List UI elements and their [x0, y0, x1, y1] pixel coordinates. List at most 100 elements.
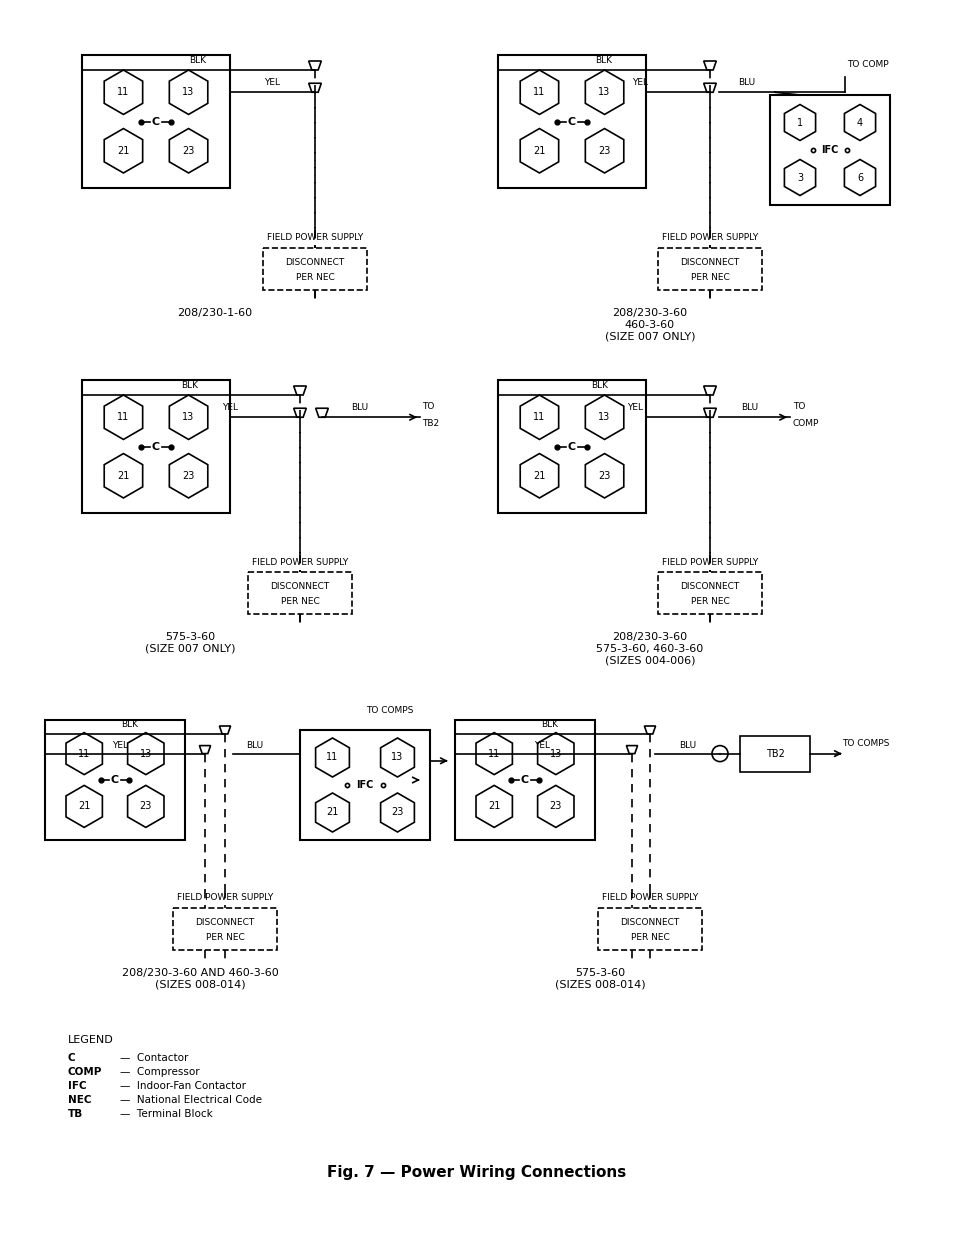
Polygon shape — [169, 395, 208, 440]
Text: 21: 21 — [117, 471, 130, 480]
Text: DISCONNECT: DISCONNECT — [195, 918, 254, 927]
Text: TB: TB — [68, 1109, 83, 1119]
Polygon shape — [537, 785, 574, 827]
Bar — [598, 908, 701, 950]
Text: C: C — [111, 776, 119, 785]
Polygon shape — [519, 128, 558, 173]
Bar — [248, 572, 352, 614]
Text: FIELD POWER SUPPLY: FIELD POWER SUPPLY — [601, 893, 698, 902]
Polygon shape — [66, 785, 102, 827]
Text: 11: 11 — [78, 748, 91, 758]
Text: BLU: BLU — [740, 404, 758, 412]
Bar — [82, 56, 230, 188]
Polygon shape — [519, 70, 558, 115]
Text: YEL: YEL — [222, 404, 237, 412]
Text: 11: 11 — [533, 88, 545, 98]
Bar — [497, 56, 645, 188]
Polygon shape — [783, 159, 815, 195]
Polygon shape — [843, 159, 875, 195]
Text: FIELD POWER SUPPLY: FIELD POWER SUPPLY — [661, 558, 758, 567]
Text: PER NEC: PER NEC — [280, 597, 319, 606]
Text: TO COMPS: TO COMPS — [366, 706, 414, 715]
Text: 11: 11 — [326, 752, 338, 762]
Bar — [740, 736, 809, 772]
Text: C: C — [567, 441, 576, 452]
Text: FIELD POWER SUPPLY: FIELD POWER SUPPLY — [176, 893, 273, 902]
Text: 13: 13 — [182, 88, 194, 98]
Text: 13: 13 — [598, 412, 610, 422]
Polygon shape — [315, 793, 349, 832]
Text: C: C — [152, 441, 160, 452]
Text: FIELD POWER SUPPLY: FIELD POWER SUPPLY — [661, 233, 758, 242]
Polygon shape — [703, 387, 716, 395]
Text: 11: 11 — [117, 88, 130, 98]
Polygon shape — [585, 453, 623, 498]
Text: 208/230-3-60 AND 460-3-60
(SIZES 008-014): 208/230-3-60 AND 460-3-60 (SIZES 008-014… — [121, 968, 278, 989]
Text: 21: 21 — [533, 146, 545, 156]
Text: TO: TO — [421, 403, 434, 411]
Text: 1: 1 — [796, 117, 802, 127]
Bar — [172, 908, 276, 950]
Text: PER NEC: PER NEC — [206, 932, 244, 942]
Text: —  Contactor: — Contactor — [120, 1053, 188, 1063]
Text: —  Terminal Block: — Terminal Block — [120, 1109, 213, 1119]
Text: BLU: BLU — [351, 404, 368, 412]
Text: 575-3-60
(SIZE 007 ONLY): 575-3-60 (SIZE 007 ONLY) — [145, 632, 235, 653]
Polygon shape — [294, 409, 306, 417]
Text: 13: 13 — [182, 412, 194, 422]
Text: YEL: YEL — [534, 741, 550, 750]
Text: NEC: NEC — [68, 1095, 91, 1105]
Text: BLU: BLU — [679, 741, 696, 750]
Polygon shape — [626, 746, 637, 753]
Text: BLK: BLK — [541, 720, 558, 729]
Polygon shape — [309, 83, 321, 93]
Polygon shape — [643, 726, 655, 734]
Circle shape — [711, 746, 727, 762]
Polygon shape — [537, 732, 574, 774]
Text: 23: 23 — [598, 146, 610, 156]
Text: C: C — [152, 116, 160, 126]
Text: 208/230-3-60
460-3-60
(SIZE 007 ONLY): 208/230-3-60 460-3-60 (SIZE 007 ONLY) — [604, 308, 695, 341]
Text: TB2: TB2 — [421, 419, 438, 429]
Polygon shape — [315, 739, 349, 777]
Polygon shape — [380, 793, 414, 832]
Bar — [299, 730, 430, 840]
Text: BLU: BLU — [738, 78, 755, 88]
Text: BLK: BLK — [121, 720, 138, 729]
Text: 13: 13 — [391, 752, 403, 762]
Polygon shape — [783, 105, 815, 141]
Text: 4: 4 — [856, 117, 862, 127]
Text: DISCONNECT: DISCONNECT — [285, 258, 344, 267]
Text: PER NEC: PER NEC — [630, 932, 669, 942]
Text: 23: 23 — [549, 802, 561, 811]
Text: PER NEC: PER NEC — [295, 273, 334, 282]
Polygon shape — [703, 83, 716, 93]
Text: BLU: BLU — [246, 741, 263, 750]
Polygon shape — [128, 785, 164, 827]
Bar — [658, 248, 761, 290]
Polygon shape — [585, 128, 623, 173]
Text: IFC: IFC — [355, 781, 374, 790]
Polygon shape — [585, 70, 623, 115]
Text: 6: 6 — [856, 173, 862, 183]
Text: COMP: COMP — [68, 1067, 102, 1077]
Polygon shape — [104, 128, 143, 173]
Text: IFC: IFC — [68, 1081, 87, 1091]
Text: PER NEC: PER NEC — [690, 273, 729, 282]
Text: PER NEC: PER NEC — [690, 597, 729, 606]
Text: 208/230-3-60
575-3-60, 460-3-60
(SIZES 004-006): 208/230-3-60 575-3-60, 460-3-60 (SIZES 0… — [596, 632, 703, 666]
Polygon shape — [309, 61, 321, 70]
Text: TB2: TB2 — [764, 748, 783, 758]
Polygon shape — [294, 387, 306, 395]
Text: YEL: YEL — [112, 741, 128, 750]
Polygon shape — [476, 785, 512, 827]
Text: FIELD POWER SUPPLY: FIELD POWER SUPPLY — [267, 233, 363, 242]
Text: 21: 21 — [533, 471, 545, 480]
Text: BLK: BLK — [190, 56, 206, 65]
Bar — [658, 572, 761, 614]
Text: C: C — [520, 776, 529, 785]
Text: 21: 21 — [488, 802, 500, 811]
Bar — [263, 248, 367, 290]
Text: TO COMPS: TO COMPS — [841, 739, 888, 747]
Text: C: C — [567, 116, 576, 126]
